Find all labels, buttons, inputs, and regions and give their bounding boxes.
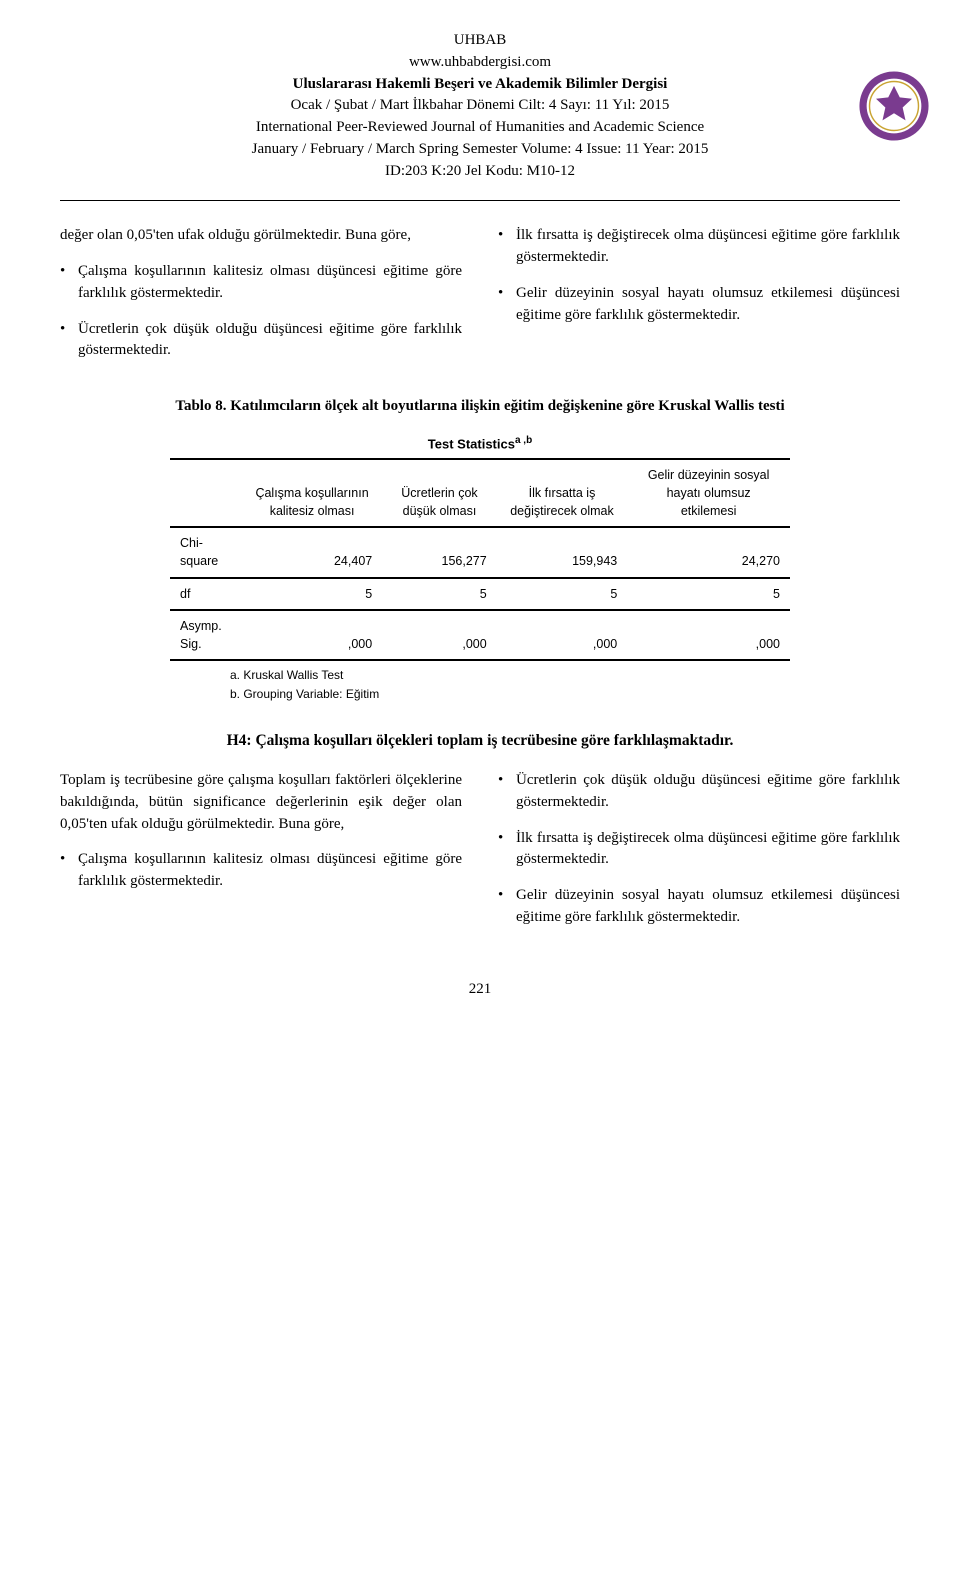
table-row: Chi-square 24,407 156,277 159,943 24,270 [170, 527, 790, 577]
col-header-2: Ücretlerin çok düşük olması [382, 459, 497, 527]
bullet-marker-icon: • [498, 225, 516, 269]
note-a: a. Kruskal Wallis Test [230, 667, 790, 684]
header-uhbab: UHBAB [60, 30, 900, 52]
test-statistics-table: Çalışma koşullarının kalitesiz olması Üc… [170, 458, 790, 661]
header-empty [170, 459, 242, 527]
bullet-marker-icon: • [498, 283, 516, 327]
col-header-3: İlk fırsatta iş değiştirecek olmak [497, 459, 628, 527]
col-header-4: Gelir düzeyinin sosyal hayatı olumsuz et… [627, 459, 790, 527]
uhbab-logo-icon [858, 70, 930, 142]
table-row: df 5 5 5 5 [170, 578, 790, 610]
top-left-bullet-2: • Ücretlerin çok düşük olduğu düşüncesi … [60, 319, 462, 363]
table-8-caption: Tablo 8. Katılımcıların ölçek alt boyutl… [60, 396, 900, 418]
header-issue-tr: Ocak / Şubat / Mart İlkbahar Dönemi Cilt… [60, 95, 900, 117]
bottom-left-column: Toplam iş tecrübesine göre çalışma koşul… [60, 770, 462, 943]
cell: 156,277 [382, 527, 497, 577]
row-label: Asymp. Sig. [170, 610, 242, 660]
table-notes: a. Kruskal Wallis Test b. Grouping Varia… [230, 667, 790, 704]
bullet-text: Çalışma koşullarının kalitesiz olması dü… [78, 261, 462, 305]
top-right-bullet-1: • İlk fırsatta iş değiştirecek olma düşü… [498, 225, 900, 269]
bottom-left-intro: Toplam iş tecrübesine göre çalışma koşul… [60, 770, 462, 835]
cell: 5 [382, 578, 497, 610]
note-b: b. Grouping Variable: Eğitim [230, 686, 790, 703]
bullet-text: Gelir düzeyinin sosyal hayatı olumsuz et… [516, 885, 900, 929]
cell: 5 [242, 578, 382, 610]
table-row: Asymp. Sig. ,000 ,000 ,000 ,000 [170, 610, 790, 660]
bullet-marker-icon: • [498, 828, 516, 872]
stats-title: Test Statisticsa ,b [170, 434, 790, 454]
bullet-marker-icon: • [60, 319, 78, 363]
col-header-1: Çalışma koşullarının kalitesiz olması [242, 459, 382, 527]
top-left-column: değer olan 0,05'ten ufak olduğu görülmek… [60, 225, 462, 376]
stats-title-sup: a ,b [515, 435, 532, 446]
top-columns: değer olan 0,05'ten ufak olduğu görülmek… [60, 225, 900, 376]
bottom-right-bullet-2: • İlk fırsatta iş değiştirecek olma düşü… [498, 828, 900, 872]
cell: 24,270 [627, 527, 790, 577]
bullet-text: Ücretlerin çok düşük olduğu düşüncesi eğ… [78, 319, 462, 363]
top-right-column: • İlk fırsatta iş değiştirecek olma düşü… [498, 225, 900, 376]
bullet-marker-icon: • [60, 261, 78, 305]
cell: ,000 [497, 610, 628, 660]
bottom-right-bullet-3: • Gelir düzeyinin sosyal hayatı olumsuz … [498, 885, 900, 929]
cell: 24,407 [242, 527, 382, 577]
cell: 159,943 [497, 527, 628, 577]
header-url: www.uhbabdergisi.com [60, 52, 900, 74]
stats-title-main: Test Statistics [428, 436, 515, 451]
bullet-text: Çalışma koşullarının kalitesiz olması dü… [78, 849, 462, 893]
header-journal-title: Uluslararası Hakemli Beşeri ve Akademik … [60, 74, 900, 96]
row-label: df [170, 578, 242, 610]
page-number: 221 [60, 979, 900, 1001]
table-header-row: Çalışma koşullarının kalitesiz olması Üc… [170, 459, 790, 527]
bullet-text: Gelir düzeyinin sosyal hayatı olumsuz et… [516, 283, 900, 327]
cell: ,000 [382, 610, 497, 660]
h4-heading: H4: Çalışma koşulları ölçekleri toplam i… [60, 730, 900, 752]
cell: ,000 [627, 610, 790, 660]
top-right-bullet-2: • Gelir düzeyinin sosyal hayatı olumsuz … [498, 283, 900, 327]
bullet-marker-icon: • [498, 885, 516, 929]
cell: ,000 [242, 610, 382, 660]
stats-box: Test Statisticsa ,b Çalışma koşullarının… [170, 434, 790, 706]
header-journal-en: International Peer-Reviewed Journal of H… [60, 117, 900, 139]
bottom-columns: Toplam iş tecrübesine göre çalışma koşul… [60, 770, 900, 943]
bottom-left-bullet-1: • Çalışma koşullarının kalitesiz olması … [60, 849, 462, 893]
header-divider [60, 200, 900, 201]
cell: 5 [497, 578, 628, 610]
bullet-text: İlk fırsatta iş değiştirecek olma düşünc… [516, 225, 900, 269]
header-id-code: ID:203 K:20 Jel Kodu: M10-12 [60, 161, 900, 183]
bullet-marker-icon: • [498, 770, 516, 814]
page-header: UHBAB www.uhbabdergisi.com Uluslararası … [60, 30, 900, 182]
stats-table-wrap: Test Statisticsa ,b Çalışma koşullarının… [60, 434, 900, 706]
row-label: Chi-square [170, 527, 242, 577]
cell: 5 [627, 578, 790, 610]
bullet-text: Ücretlerin çok düşük olduğu düşüncesi eğ… [516, 770, 900, 814]
top-left-intro: değer olan 0,05'ten ufak olduğu görülmek… [60, 225, 462, 247]
bottom-right-bullet-1: • Ücretlerin çok düşük olduğu düşüncesi … [498, 770, 900, 814]
bullet-text: İlk fırsatta iş değiştirecek olma düşünc… [516, 828, 900, 872]
bottom-right-column: • Ücretlerin çok düşük olduğu düşüncesi … [498, 770, 900, 943]
top-left-bullet-1: • Çalışma koşullarının kalitesiz olması … [60, 261, 462, 305]
header-issue-en: January / February / March Spring Semest… [60, 139, 900, 161]
bullet-marker-icon: • [60, 849, 78, 893]
